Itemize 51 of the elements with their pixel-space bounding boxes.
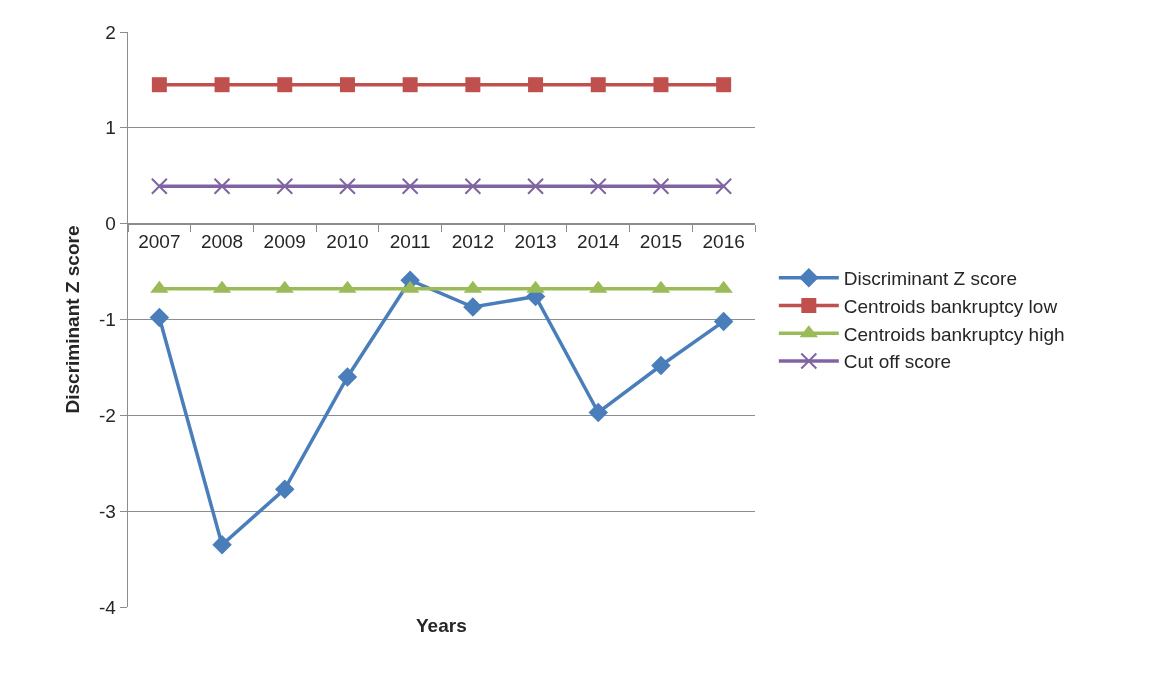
y-tick-label: 2	[105, 21, 116, 43]
point	[716, 77, 732, 93]
point	[588, 402, 608, 423]
y-tick-label: -1	[98, 309, 116, 331]
legend-label: Centroids bankruptcy low	[843, 295, 1058, 317]
point	[401, 177, 419, 195]
y-tick-label: -3	[98, 500, 116, 522]
x-tick-label: 2013	[514, 230, 557, 252]
y-tick-label: -4	[98, 596, 117, 618]
point	[653, 77, 669, 93]
point	[214, 77, 230, 93]
x-tick-label: 2012	[451, 230, 494, 252]
point	[337, 367, 358, 387]
point	[149, 307, 170, 328]
point	[463, 297, 483, 317]
point	[275, 479, 295, 499]
point	[212, 534, 232, 555]
x-tick-label: 2016	[702, 230, 745, 252]
x-axis-title: Years	[416, 615, 467, 636]
point	[590, 77, 606, 93]
point	[528, 77, 544, 93]
point	[338, 177, 356, 195]
point	[589, 177, 607, 195]
point	[652, 177, 670, 195]
y-tick-label: 0	[105, 213, 116, 235]
point	[151, 77, 167, 93]
point	[339, 77, 355, 93]
legend-label: Discriminant Z score	[843, 268, 1017, 290]
point	[465, 77, 481, 93]
x-tick-label: 2015	[639, 230, 683, 252]
point	[402, 77, 418, 93]
point	[150, 177, 168, 195]
point	[527, 177, 545, 195]
point	[213, 177, 231, 195]
x-tick-label: 2014	[577, 230, 620, 252]
y-tick-label: -2	[98, 404, 116, 426]
x-tick-label: 2010	[326, 230, 369, 252]
legend-label: Centroids bankruptcy high	[843, 323, 1065, 345]
x-tick-label: 2007	[138, 230, 181, 252]
legend-label: Cut off score	[843, 351, 952, 373]
point	[651, 355, 671, 376]
x-tick-label: 2008	[200, 230, 244, 252]
point	[464, 177, 482, 195]
point	[277, 77, 293, 93]
x-tick-label: 2011	[389, 230, 431, 252]
point	[715, 177, 733, 195]
y-axis-title: Discriminant Z score	[61, 225, 83, 414]
point	[276, 177, 294, 195]
y-tick-label: 1	[105, 117, 116, 139]
point	[713, 311, 734, 332]
x-tick-label: 2009	[263, 230, 306, 252]
